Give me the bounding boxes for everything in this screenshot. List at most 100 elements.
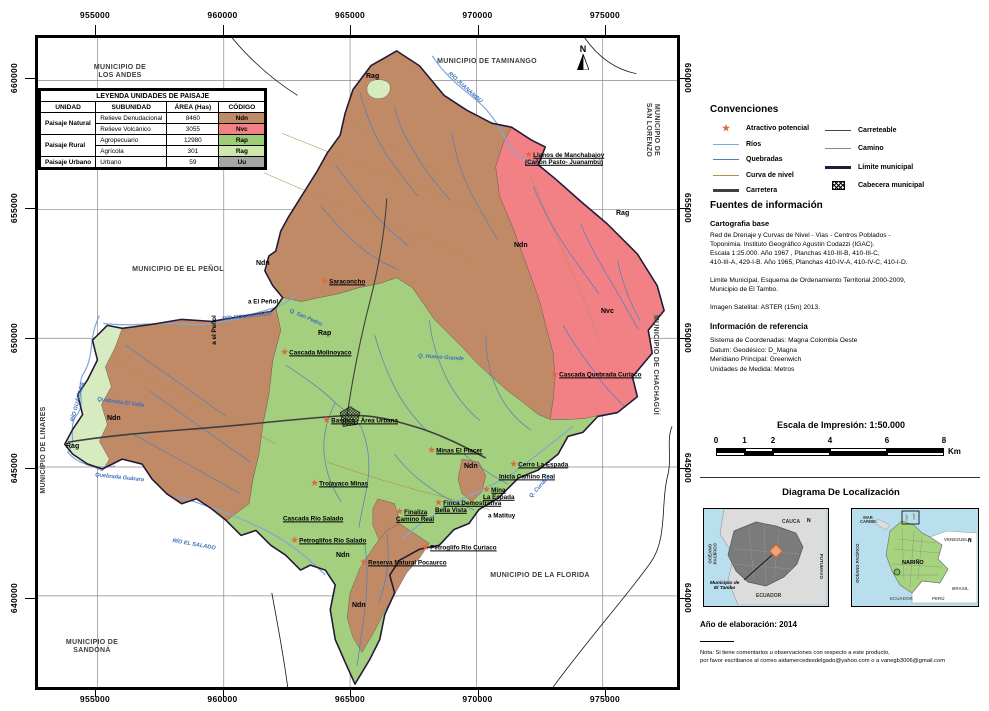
grid-tick bbox=[25, 78, 35, 79]
map-frame bbox=[35, 35, 680, 690]
star-icon-glyph: ★ bbox=[721, 123, 731, 134]
grid-tick bbox=[680, 598, 690, 599]
scale-bar: 0 1 2 4 6 8 Km bbox=[714, 436, 976, 462]
camino-icon-glyph bbox=[825, 148, 851, 150]
quebrada-icon bbox=[712, 159, 740, 161]
legend-area-cell: 8460 bbox=[166, 112, 220, 124]
limite-icon-glyph bbox=[825, 165, 851, 169]
coord-label-x-bottom: 965000 bbox=[334, 694, 366, 704]
camino-icon bbox=[824, 148, 852, 150]
inset1-north-label: N bbox=[807, 518, 811, 524]
grid-tick bbox=[477, 687, 479, 697]
convention-label: Curva de nivel bbox=[746, 171, 794, 179]
scale-bar-segment bbox=[887, 448, 944, 452]
scale-bar-segment bbox=[716, 448, 745, 452]
scale-bar-segment bbox=[773, 448, 830, 452]
coord-label-y-left: 645000 bbox=[9, 452, 19, 484]
grid-tick bbox=[350, 25, 351, 35]
legend-header: UNIDAD bbox=[39, 101, 97, 113]
legend-row: Paisaje Urbano Urbano 59 Uu bbox=[39, 156, 266, 168]
cabecera-icon-glyph bbox=[831, 181, 845, 191]
coord-label-y-left: 655000 bbox=[9, 192, 19, 224]
legend-unit-cell: Paisaje Urbano bbox=[39, 156, 97, 168]
elaboration-year: Año de elaboración: 2014 bbox=[700, 620, 797, 629]
legend-code-swatch: Ndn bbox=[218, 112, 266, 124]
scale-tick-label: 2 bbox=[770, 436, 776, 445]
legend-subunit-cell: Agropecuario bbox=[95, 134, 168, 146]
convention-item: Carreteable bbox=[824, 121, 924, 140]
coord-label-x-top: 960000 bbox=[207, 10, 238, 20]
coord-label-y-left: 660000 bbox=[9, 62, 19, 94]
legend-header: SUBUNIDAD bbox=[95, 101, 168, 113]
grid-tick bbox=[222, 25, 224, 35]
legend-header: CÓDIGO bbox=[218, 101, 266, 113]
coord-label-x-bottom: 955000 bbox=[79, 694, 111, 704]
convention-label: Límite municipal bbox=[858, 163, 914, 171]
coord-label-x-top: 965000 bbox=[334, 10, 366, 20]
scale-bar-segment bbox=[716, 452, 745, 456]
inset2-north-label: N bbox=[968, 538, 972, 544]
curva-icon-glyph bbox=[713, 174, 739, 176]
cartografia-paragraph-2: Limite Municipal. Esquema de Ordenamient… bbox=[710, 277, 906, 293]
legend-row: Relieve Volcánico 3055 Nvc bbox=[41, 123, 266, 135]
referencia-lines: Sistema de Coordenadas: Magna Colombia O… bbox=[710, 337, 858, 373]
carretera-icon-glyph bbox=[713, 189, 739, 193]
legend-title: LEYENDA UNIDADES DE PAISAJE bbox=[39, 90, 266, 102]
inset2-ocean-label: OCÉANO PACÍFICO bbox=[854, 543, 860, 583]
legend-unit-cell: Paisaje Natural bbox=[39, 112, 97, 135]
star-icon: ★ bbox=[712, 123, 740, 134]
region-rag-north-patch bbox=[366, 79, 391, 100]
note-text: Nota: Si tiene comentarios u observacion… bbox=[700, 650, 946, 664]
grid-tick bbox=[95, 25, 96, 35]
inset1-tambo-label: Municipio de El Tambo bbox=[710, 581, 740, 592]
grid-tick bbox=[477, 25, 479, 35]
quebrada-icon-glyph bbox=[713, 159, 739, 161]
scale-bar-segment bbox=[830, 448, 887, 452]
legend-subunit-cell: Relieve Denudacional bbox=[95, 112, 168, 124]
inset2-brasil-label: BRASIL bbox=[952, 586, 969, 591]
grid-tick bbox=[95, 687, 96, 697]
rios bbox=[66, 55, 574, 576]
coord-label-x-bottom: 970000 bbox=[462, 694, 493, 704]
convention-label: Cabecera municipal bbox=[858, 182, 925, 190]
referencia-title: Información de referencia bbox=[710, 322, 808, 331]
coord-label-x-bottom: 975000 bbox=[589, 694, 621, 704]
convention-label: Carreteable bbox=[858, 126, 897, 134]
municipal-limit bbox=[63, 50, 665, 685]
curva-icon bbox=[712, 174, 740, 176]
divider bbox=[700, 477, 980, 478]
inset-colombia-canvas bbox=[852, 509, 978, 605]
scale-bar-segment bbox=[887, 452, 944, 456]
legend-row: Paisaje Rural Agropecuario 12980 Rap bbox=[39, 134, 266, 157]
legend-code-swatch: Rag bbox=[218, 145, 266, 157]
legend-code-swatch: Rap bbox=[218, 134, 266, 146]
carreteable-icon bbox=[824, 129, 852, 131]
convention-item: ★ Atractivo potencial bbox=[712, 121, 809, 137]
convention-item: Carretera bbox=[712, 183, 809, 199]
inset1-cauca-label: CAUCA bbox=[782, 519, 801, 525]
grid-tick bbox=[25, 468, 35, 469]
convention-item: Curva de nivel bbox=[712, 168, 809, 184]
convention-item: Ríos bbox=[712, 137, 809, 153]
convenciones-title: Convenciones bbox=[710, 104, 779, 115]
grid-tick bbox=[25, 338, 35, 339]
convention-item: Límite municipal bbox=[824, 158, 924, 177]
grid-tick bbox=[680, 208, 690, 209]
scale-tick-label: 1 bbox=[742, 436, 747, 445]
inset2-venezuela-label: VENEZUELA bbox=[944, 537, 972, 542]
legend-unit-cell: Paisaje Rural bbox=[39, 134, 97, 157]
convenciones-column-2: Carreteable Camino Límite municipal Cabecer… bbox=[824, 121, 924, 195]
inset-map-narino: OCÉANO PACÍFICO CAUCA PUTUMAYO ECUADOR M… bbox=[703, 508, 829, 607]
coord-label-y-left: 640000 bbox=[9, 582, 19, 614]
legend-area-cell: 301 bbox=[166, 145, 220, 157]
rio-icon-glyph bbox=[713, 143, 739, 145]
legend-area-cell: 59 bbox=[166, 156, 220, 168]
grid-tick bbox=[680, 78, 690, 79]
coord-label-x-top: 975000 bbox=[589, 10, 621, 20]
convention-item: Cabecera municipal bbox=[824, 177, 924, 196]
scale-bar-segment bbox=[744, 452, 773, 456]
legend-table: LEYENDA UNIDADES DE PAISAJE UNIDAD SUBUNID… bbox=[39, 90, 266, 168]
grid-tick bbox=[680, 338, 690, 339]
inset1-ocean-label: OCÉANO PACÍFICO bbox=[707, 543, 717, 565]
legend-subunit-cell: Agrícola bbox=[95, 145, 168, 157]
